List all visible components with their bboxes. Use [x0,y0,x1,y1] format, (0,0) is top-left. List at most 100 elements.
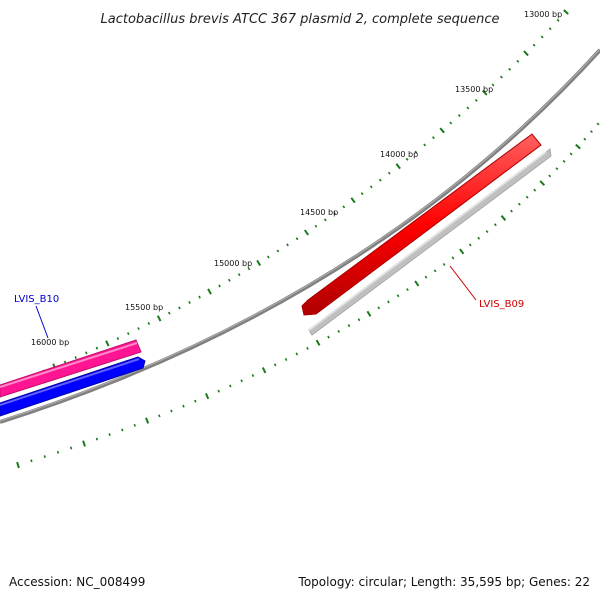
outer-tick-56 [532,43,536,47]
outer-tick-15 [156,315,162,322]
outer-tick-18 [188,301,191,304]
inner-tick-18 [240,379,243,383]
tick-label-13000: 13000 bp [524,10,562,19]
inner-tick-57 [589,130,593,134]
outer-tick-27 [276,249,280,253]
outer-tick-54 [516,59,520,63]
inner-tick-14 [194,399,197,403]
inner-tick-20 [261,367,267,374]
map-title: Lactobacillus brevis ATCC 367 plasmid 2,… [101,12,500,27]
gene-arrow-lvis-b09-shadow-highlight [308,151,547,331]
outer-tick-33 [333,211,336,215]
outer-tick-9 [95,346,99,350]
inner-tick-31 [377,306,381,310]
outer-tick-53 [508,67,512,71]
plasmid-backbone-highlight [0,48,600,422]
inner-tick-17 [229,384,232,388]
leader-line-lvis-b09 [449,265,477,301]
inner-tick-9 [133,423,136,427]
outer-tick-16 [167,311,171,315]
outer-tick-24 [247,267,251,271]
inner-tick-55 [575,143,581,150]
inner-tick-39 [451,256,455,260]
outer-tick-17 [178,306,181,310]
outer-tick-14 [147,322,151,325]
leader-line-lvis-b10 [35,305,49,339]
gene-label-lvis-b10[interactable]: LVIS_B10 [14,294,59,305]
outer-tick-11 [116,337,120,341]
inner-tick-47 [517,202,521,206]
inner-tick-26 [327,335,330,339]
outer-tick-55 [523,50,529,57]
plasmid-backbone [0,48,600,424]
inner-tick-19 [251,374,255,378]
inner-tick-6 [95,437,99,441]
inner-tick-3 [56,450,60,454]
outer-tick-38 [378,178,382,182]
outer-tick-35 [350,197,356,204]
outer-tick-51 [491,83,495,87]
inner-tick-43 [485,230,489,234]
inner-tick-27 [337,329,341,333]
inner-tick-15 [204,393,210,400]
inner-tick-34 [406,288,409,292]
inner-tick-42 [477,236,481,240]
inner-tick-41 [468,243,472,247]
inner-tick-2 [43,455,46,459]
outer-tick-10 [105,340,110,347]
inner-tick-56 [583,137,587,141]
outer-tick-32 [323,218,327,222]
outer-tick-46 [449,121,453,125]
gene-arrow-lvis-b10[interactable] [0,339,142,398]
inner-tick-46 [510,209,513,213]
outer-tick-57 [540,35,544,39]
outer-tick-8 [85,351,88,355]
outer-tick-39 [387,171,391,175]
inner-tick-21 [273,363,277,367]
inner-tick-30 [366,310,372,317]
outer-tick-30 [303,229,310,236]
gene-arrow-lvis-b09[interactable] [301,133,542,316]
inner-tick-37 [433,269,437,273]
inner-tick-22 [284,357,288,361]
inner-tick-12 [170,409,173,413]
outer-tick-50 [481,89,488,96]
inner-tick-51 [548,174,552,178]
inner-tick-33 [396,294,400,298]
inner-tick-54 [569,152,573,156]
outer-tick-60 [563,9,569,15]
inner-tick-4 [69,446,73,450]
inner-tick-40 [459,248,465,255]
gene-arrow-lvis-b10-highlight [0,342,138,388]
inner-tick-25 [315,339,321,346]
gene-label-lvis-b09[interactable]: LVIS_B09 [479,299,524,310]
outer-tick-47 [457,114,461,118]
inner-tick-32 [387,300,390,304]
outer-tick-43 [423,143,427,147]
outer-tick-58 [548,27,552,31]
inner-tick-35 [414,280,420,287]
inner-tick-44 [493,223,497,227]
outer-tick-42 [414,150,418,154]
outer-tick-12 [126,332,130,336]
inner-tick-28 [347,324,351,328]
outer-tick-21 [218,284,221,288]
outer-tick-37 [369,185,373,189]
gene-arrow-lvis-b10-reverse[interactable] [0,356,146,417]
gene-arrow-lvis-b10-reverse-highlight [0,358,140,406]
inner-tick-23 [295,352,299,356]
outer-tick-20 [207,288,212,295]
inner-tick-52 [555,167,559,171]
inner-tick-7 [108,433,111,436]
inner-tick-48 [525,195,529,199]
outer-tick-41 [405,157,409,161]
inner-tick-53 [562,159,566,163]
outer-tick-13 [137,327,140,331]
tick-label-15500: 15500 bp [125,303,163,312]
tick-label-15000: 15000 bp [214,259,252,268]
inner-tick-5 [82,440,86,447]
outer-tick-19 [198,295,201,299]
inner-tick-16 [217,389,221,393]
outer-tick-25 [256,259,262,267]
